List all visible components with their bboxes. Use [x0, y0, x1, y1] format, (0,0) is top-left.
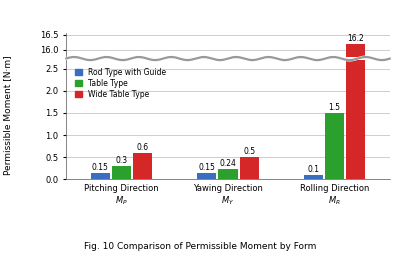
Text: 0.24: 0.24	[220, 159, 236, 168]
Text: 0.15: 0.15	[198, 163, 215, 172]
Text: 0.3: 0.3	[115, 156, 128, 165]
Text: Permissible Moment [N·m]: Permissible Moment [N·m]	[4, 55, 12, 175]
Bar	[112, 166, 131, 179]
Bar	[346, 0, 366, 179]
Bar	[304, 175, 323, 179]
Bar	[197, 173, 216, 179]
Legend: Rod Type with Guide, Table Type, Wide Table Type: Rod Type with Guide, Table Type, Wide Ta…	[73, 66, 168, 100]
Text: 1.5: 1.5	[328, 103, 340, 112]
Text: 0.5: 0.5	[243, 147, 255, 156]
Bar	[218, 169, 238, 179]
Bar	[133, 153, 152, 179]
Text: 0.6: 0.6	[137, 143, 149, 152]
Text: 0.15: 0.15	[92, 163, 108, 172]
Text: 16.2: 16.2	[348, 34, 364, 42]
Text: Fig. 10 Comparison of Permissible Moment by Form: Fig. 10 Comparison of Permissible Moment…	[84, 242, 316, 251]
Bar	[240, 157, 259, 179]
Bar	[346, 44, 366, 256]
Bar	[325, 113, 344, 179]
Text: 0.1: 0.1	[307, 165, 319, 174]
Bar	[90, 173, 110, 179]
